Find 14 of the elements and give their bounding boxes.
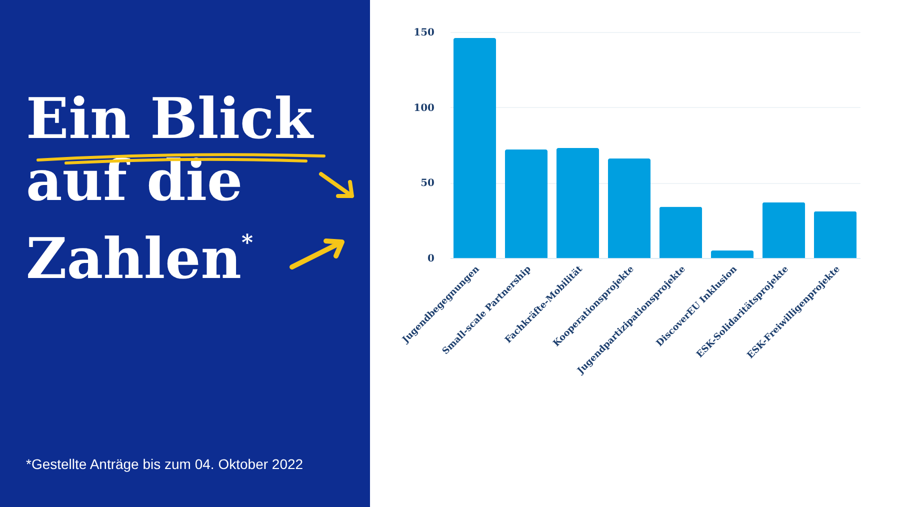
bar xyxy=(710,250,754,258)
bar xyxy=(659,206,702,258)
text: Ein Blick auf die Zahlen$^{*}$ xyxy=(26,86,315,292)
bar xyxy=(556,148,600,258)
y-tick-label: 0 xyxy=(428,254,435,264)
y-tick-label: 50 xyxy=(420,178,435,190)
text: *Gestellte Anträge bis zum 04. Oktober 2022 xyxy=(26,456,304,472)
y-tick-label: 150 xyxy=(414,28,435,38)
bar xyxy=(453,38,496,258)
bar xyxy=(504,150,548,258)
y-tick-label: 100 xyxy=(414,102,435,114)
bar xyxy=(762,202,806,258)
bar xyxy=(814,211,857,258)
bar xyxy=(608,158,651,258)
